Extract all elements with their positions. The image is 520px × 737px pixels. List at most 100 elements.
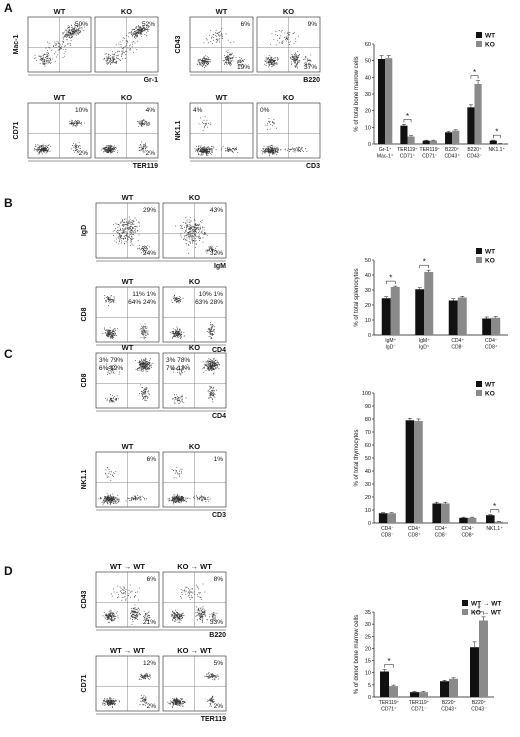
scatter-dot (108, 146, 109, 148)
scatter-dot (175, 330, 177, 331)
scatter-dot (298, 151, 300, 153)
scatter-dot (37, 147, 38, 149)
scatter-dot (112, 401, 114, 403)
scatter-dot (167, 498, 169, 500)
scatter-dot (272, 64, 274, 66)
quadrant-percent: 10% (75, 107, 88, 114)
scatter-dot (108, 500, 110, 502)
scatter-dot (205, 364, 207, 365)
scatter-dot (191, 233, 193, 235)
scatter-dot (175, 297, 176, 299)
scatter-dot (138, 25, 139, 27)
scatter-dot (204, 499, 206, 500)
scatter-dot (109, 615, 111, 616)
scatter-dot (179, 369, 181, 371)
scatter-dot (144, 146, 146, 148)
scatter-dot (129, 48, 131, 49)
scatter-dot (173, 615, 175, 617)
scatter-dot (195, 244, 197, 245)
scatter-dot (100, 497, 101, 498)
scatter-dot (271, 148, 273, 149)
scatter-dot (296, 58, 298, 60)
scatter-dot (227, 59, 229, 61)
scatter-dot (215, 364, 216, 366)
scatter-dot (207, 61, 209, 62)
scatter-dot (78, 30, 80, 32)
scatter-dot (231, 54, 232, 56)
plot-title: WT (122, 442, 134, 451)
scatter-dot (268, 64, 270, 66)
scatter-dot (203, 152, 204, 154)
scatter-dot (147, 397, 149, 398)
scatter-dot (43, 63, 45, 65)
scatter-dot (180, 337, 182, 339)
scatter-dot (130, 612, 131, 614)
scatter-dot (78, 32, 80, 33)
scatter-dot (110, 611, 112, 613)
scatter-dot (81, 123, 82, 125)
scatter-dot (293, 57, 294, 58)
scatter-dot (237, 63, 239, 65)
scatter-dot (178, 331, 180, 333)
scatter-dot (131, 615, 133, 616)
scatter-dot (114, 297, 115, 299)
scatter-dot (205, 148, 207, 150)
scatter-dot (123, 596, 125, 598)
scatter-dot (277, 59, 278, 61)
scatter-dot (142, 28, 144, 29)
scatter-dot (275, 31, 277, 32)
scatter-dot (177, 500, 179, 502)
scatter-dot (40, 55, 42, 57)
scatter-dot (144, 330, 145, 332)
scatter-dot (134, 596, 136, 597)
scatter-dot (80, 31, 82, 33)
scatter-dot (182, 617, 183, 619)
scatter-dot (126, 40, 127, 42)
scatter-dot (111, 499, 113, 501)
scatter-dot (230, 61, 231, 63)
scatter-dot (199, 224, 201, 226)
scatter-dot (266, 149, 268, 151)
scatter-dot (142, 370, 144, 372)
scatter-dot (134, 607, 136, 608)
scatter-dot (291, 63, 293, 65)
scatter-dot (143, 144, 145, 146)
scatter-dot (107, 501, 108, 503)
scatter-dot (41, 149, 43, 150)
scatter-dot (142, 337, 144, 339)
scatter-dot (219, 41, 221, 43)
scatter-dot (191, 238, 193, 240)
scatter-dot (179, 502, 180, 503)
scatter-dot (148, 362, 150, 363)
scatter-dot (146, 613, 148, 615)
scatter-dot (107, 496, 109, 498)
scatter-dot (126, 224, 128, 225)
scatter-dot (142, 146, 144, 147)
scatter-dot (109, 336, 111, 338)
scatter-dot (298, 150, 300, 151)
scatter-dot (110, 297, 111, 299)
scatter-dot (209, 333, 211, 335)
scatter-dot (127, 239, 129, 240)
scatter-dot (209, 391, 211, 392)
scatter-dot (237, 60, 239, 62)
scatter-dot (211, 394, 213, 396)
scatter-dot (188, 232, 190, 234)
scatter-dot (204, 67, 205, 69)
scatter-dot (69, 36, 70, 38)
scatter-dot (114, 299, 115, 301)
y-axis-label: Mac-1 (13, 34, 20, 54)
scatter-dot (203, 147, 205, 148)
scatter-dot (178, 396, 179, 398)
scatter-dot (108, 614, 110, 616)
scatter-dot (174, 616, 176, 618)
scatter-dot (207, 149, 209, 151)
scatter-dot (141, 366, 143, 368)
scatter-dot (36, 149, 38, 151)
scatter-dot (123, 243, 125, 244)
scatter-dot (276, 63, 277, 65)
scatter-dot (147, 371, 149, 372)
scatter-dot (300, 146, 302, 148)
scatter-dot (176, 614, 178, 616)
scatter-dot (203, 61, 205, 63)
